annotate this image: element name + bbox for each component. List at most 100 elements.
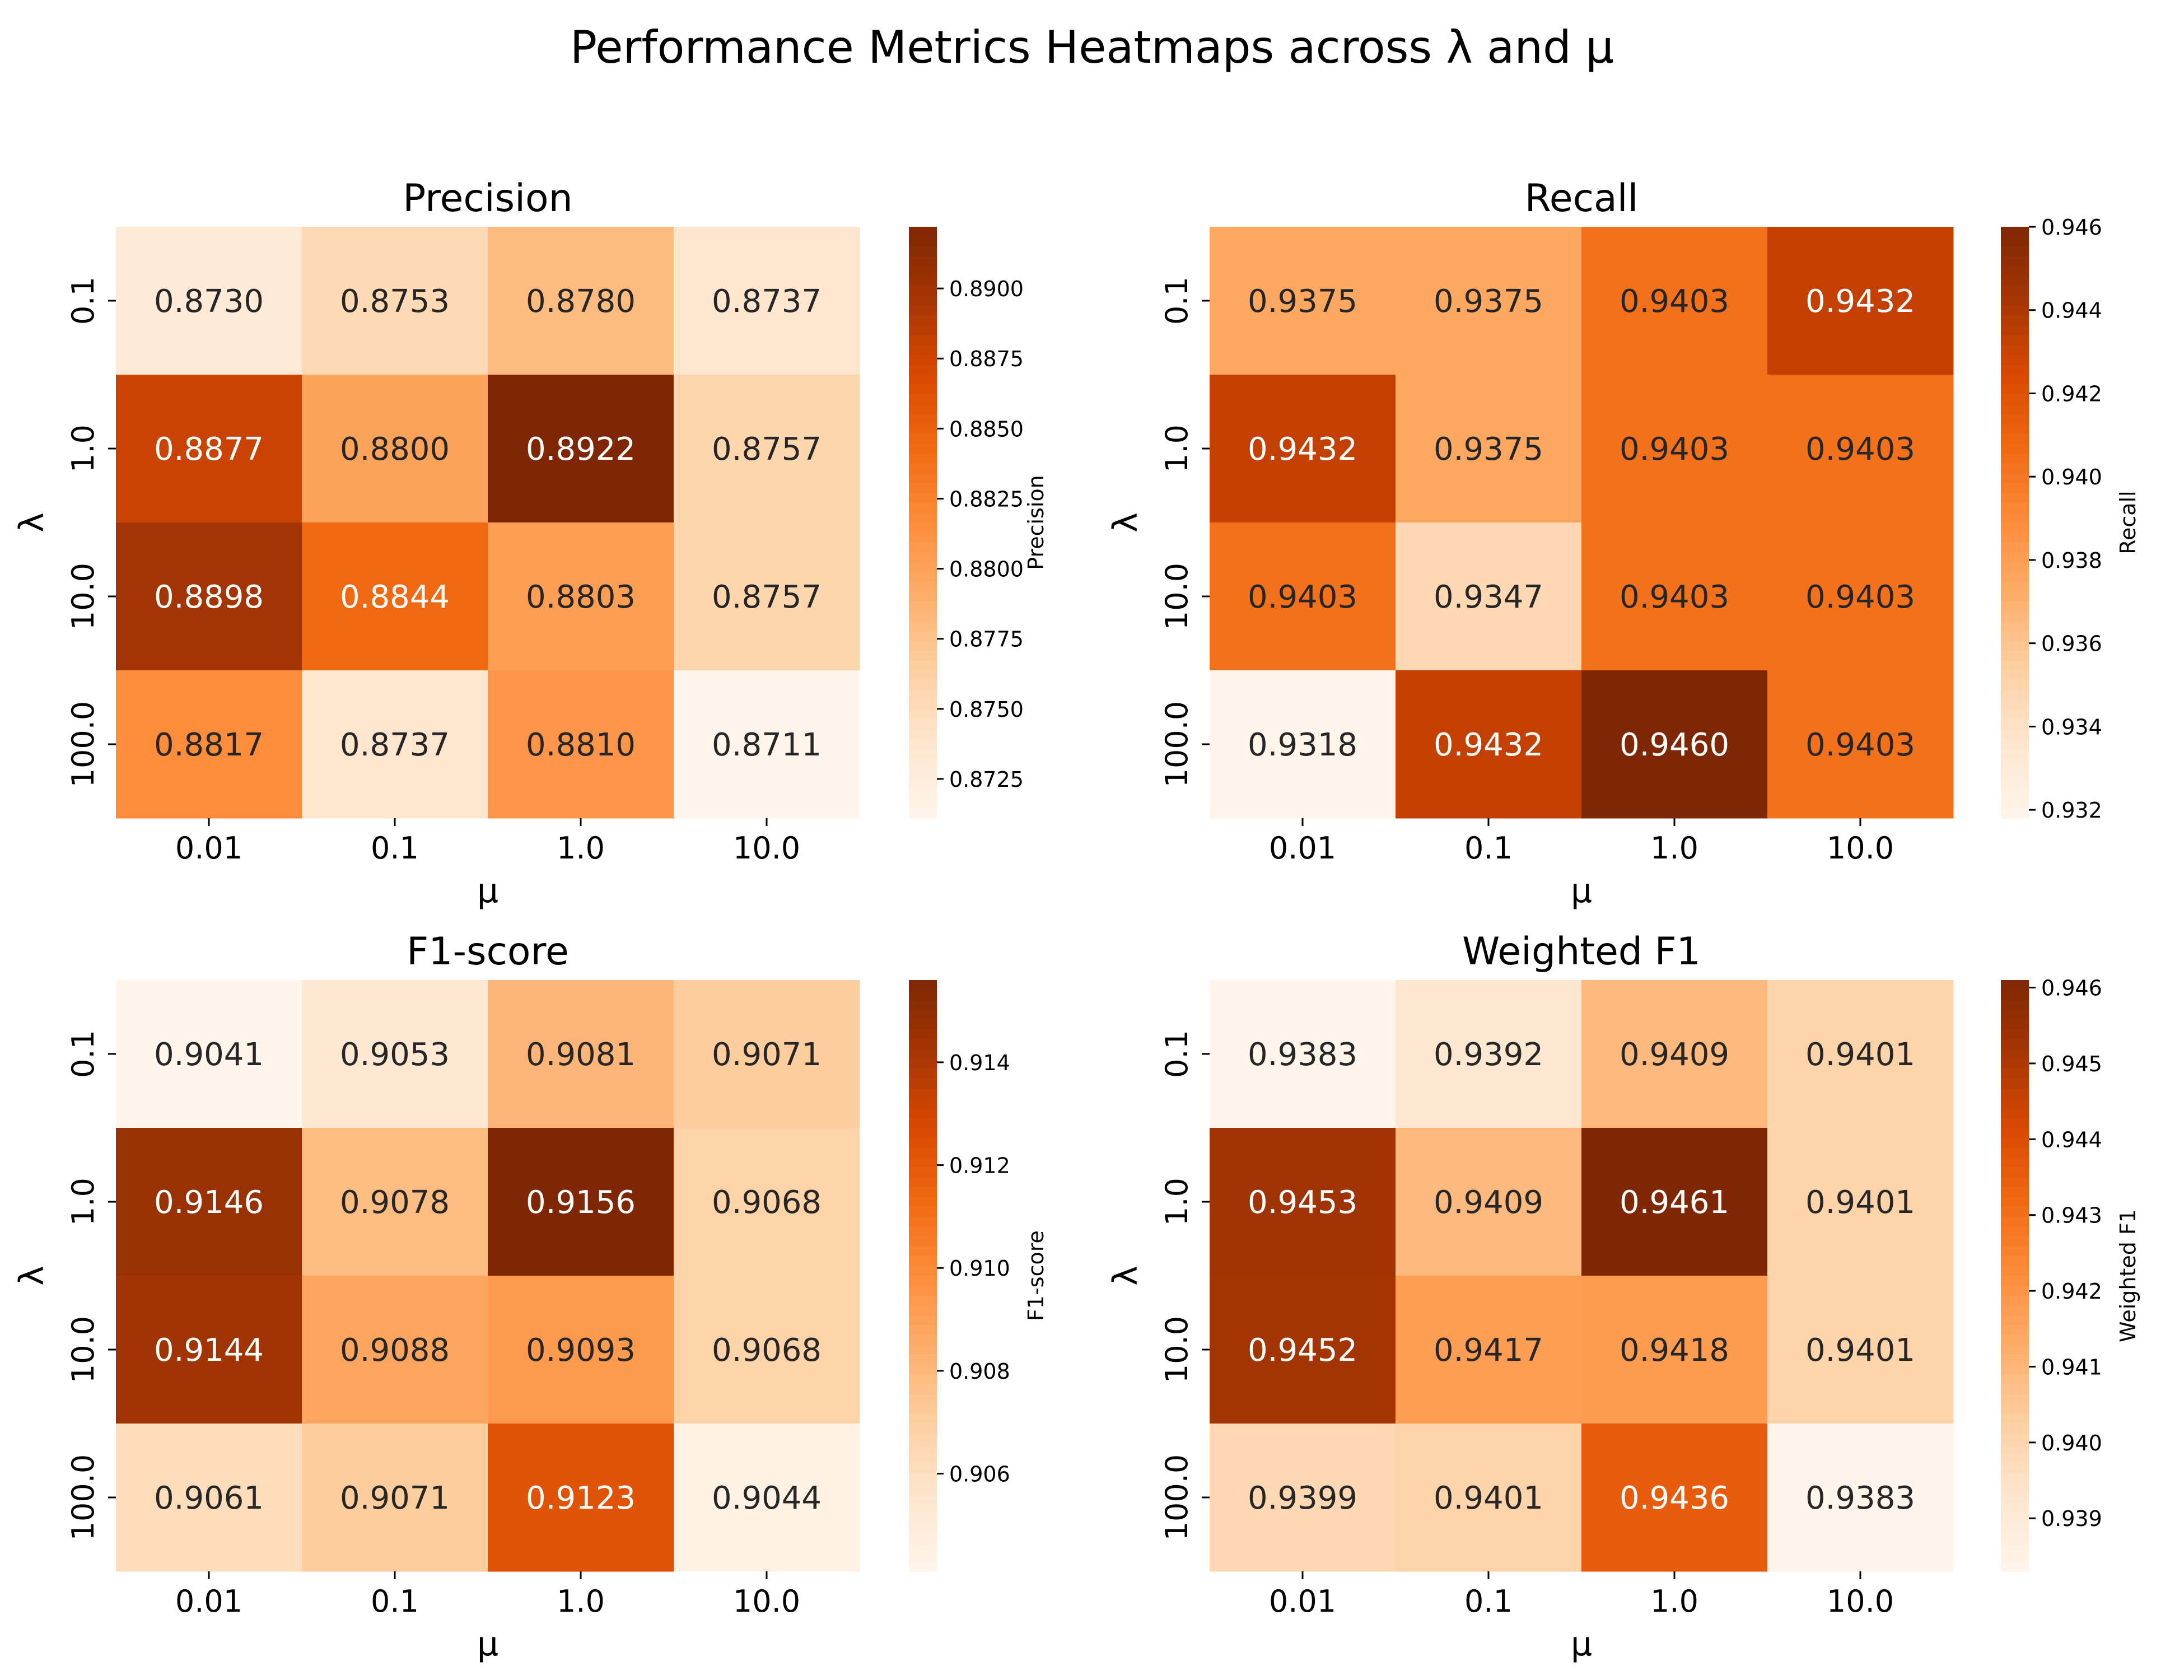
colorbar-segment bbox=[2001, 581, 2029, 592]
colorbar-tick-label: 0.932 bbox=[2041, 798, 2102, 823]
y-tick-label: 10.0 bbox=[66, 1316, 101, 1383]
cell-value-label: 0.9432 bbox=[1434, 727, 1543, 763]
colorbar-segment bbox=[2001, 611, 2029, 622]
cell-value-label: 0.8737 bbox=[712, 283, 822, 320]
colorbar-segment bbox=[909, 256, 937, 267]
cell-value-label: 0.9061 bbox=[154, 1480, 264, 1516]
colorbar-segment bbox=[909, 788, 937, 799]
heatmap-cell bbox=[1210, 522, 1396, 671]
colorbar-segment bbox=[2001, 433, 2029, 444]
colorbar-tick-label: 0.938 bbox=[2041, 548, 2102, 573]
colorbar-segment bbox=[2001, 1492, 2029, 1503]
heatmap-cell bbox=[116, 522, 302, 671]
colorbar-segment bbox=[909, 699, 937, 710]
y-tick-label: 1.0 bbox=[66, 1178, 101, 1226]
heatmap-cell bbox=[1767, 375, 1954, 523]
heatmap-cell bbox=[1396, 375, 1582, 523]
colorbar-segment bbox=[2001, 1029, 2029, 1040]
heatmap-cell bbox=[488, 375, 674, 523]
colorbar-segment bbox=[2001, 1473, 2029, 1483]
cell-value-label: 0.8803 bbox=[526, 579, 636, 615]
heatmap-panel-2: Recall 0.9375 0.9375 0.9403 0.9432 0.9432 0.93… bbox=[1106, 176, 2140, 911]
y-tick-label: 1.0 bbox=[1159, 1178, 1194, 1226]
colorbar-segment bbox=[909, 1068, 937, 1079]
colorbar-segment bbox=[2001, 522, 2029, 533]
colorbar-tick-label: 0.941 bbox=[2041, 1355, 2102, 1379]
heatmap-cell bbox=[1210, 375, 1396, 523]
cell-value-label: 0.8800 bbox=[340, 431, 450, 468]
colorbar-label: F1-score bbox=[1024, 1230, 1048, 1321]
colorbar-segment bbox=[909, 1334, 937, 1345]
cell-value-label: 0.9452 bbox=[1248, 1332, 1357, 1369]
colorbar-tick-label: 0.8825 bbox=[949, 487, 1024, 511]
cell-value-label: 0.8757 bbox=[712, 431, 822, 468]
colorbar-segment bbox=[909, 1266, 937, 1276]
colorbar-segment bbox=[2001, 1206, 2029, 1217]
colorbar-segment bbox=[2001, 375, 2029, 385]
colorbar-segment bbox=[2001, 1305, 2029, 1315]
x-tick-label: 0.1 bbox=[1464, 830, 1513, 866]
x-tick-label: 1.0 bbox=[1650, 1584, 1698, 1619]
colorbar-tick-label: 0.940 bbox=[2041, 465, 2102, 489]
colorbar-segment bbox=[2001, 453, 2029, 464]
cell-value-label: 0.9088 bbox=[340, 1332, 450, 1369]
colorbar-segment bbox=[2001, 670, 2029, 681]
colorbar-segment bbox=[2001, 1403, 2029, 1414]
x-tick-label: 1.0 bbox=[557, 1584, 605, 1619]
colorbar-segment bbox=[909, 276, 937, 287]
x-tick-label: 0.1 bbox=[371, 830, 419, 866]
colorbar-segment bbox=[909, 650, 937, 661]
colorbar-segment bbox=[2001, 1058, 2029, 1069]
colorbar-segment bbox=[2001, 1374, 2029, 1385]
colorbar-segment bbox=[909, 1512, 937, 1523]
cell-value-label: 0.9453 bbox=[1248, 1184, 1357, 1221]
colorbar-label: Recall bbox=[2116, 491, 2140, 554]
colorbar-segment bbox=[2001, 1522, 2029, 1533]
colorbar-segment bbox=[2001, 444, 2029, 454]
colorbar-segment bbox=[2001, 483, 2029, 493]
heatmap-cell bbox=[1581, 375, 1768, 523]
colorbar-label: Precision bbox=[1024, 475, 1048, 570]
heatmap-cell bbox=[1767, 522, 1954, 671]
colorbar-segment bbox=[2001, 621, 2029, 632]
colorbar-segment bbox=[909, 1473, 937, 1483]
cell-value-label: 0.8877 bbox=[154, 431, 264, 468]
colorbar-segment bbox=[2001, 1443, 2029, 1454]
colorbar-segment bbox=[2001, 1325, 2029, 1336]
colorbar-segment bbox=[909, 246, 937, 257]
cell-value-label: 0.9144 bbox=[154, 1332, 264, 1369]
x-tick-label: 0.01 bbox=[1269, 1584, 1336, 1619]
cell-value-label: 0.8780 bbox=[526, 283, 636, 320]
colorbar-segment bbox=[909, 236, 937, 247]
colorbar-segment bbox=[2001, 739, 2029, 750]
colorbar-segment bbox=[909, 354, 937, 365]
colorbar-segment bbox=[909, 502, 937, 513]
y-tick-label: 100.0 bbox=[66, 1454, 101, 1541]
heatmap-cell bbox=[302, 375, 488, 523]
heatmap-title: Weighted F1 bbox=[1462, 930, 1701, 974]
colorbar-segment bbox=[909, 611, 937, 622]
cell-value-label: 0.9146 bbox=[154, 1184, 264, 1221]
heatmap-cell bbox=[302, 1424, 488, 1572]
colorbar-segment bbox=[909, 1029, 937, 1040]
cell-value-label: 0.9392 bbox=[1434, 1037, 1543, 1073]
colorbar-segment bbox=[2001, 1542, 2029, 1552]
colorbar-segment bbox=[2001, 236, 2029, 247]
cell-value-label: 0.9318 bbox=[1248, 727, 1357, 763]
heatmap-panel-1: Precision 0.8730 0.8753 0.8780 0.8737 0.8877 0… bbox=[12, 176, 1048, 911]
x-tick-label: 10.0 bbox=[733, 830, 800, 866]
colorbar-segment bbox=[909, 729, 937, 740]
colorbar-segment bbox=[909, 335, 937, 346]
colorbar-segment bbox=[909, 601, 937, 612]
colorbar-tick-label: 0.943 bbox=[2041, 1203, 2102, 1228]
colorbar-segment bbox=[2001, 1394, 2029, 1404]
colorbar-segment bbox=[2001, 591, 2029, 602]
heatmap-cell bbox=[674, 375, 860, 523]
colorbar-segment bbox=[2001, 1137, 2029, 1148]
colorbar-segment bbox=[2001, 1187, 2029, 1197]
heatmap-cell bbox=[674, 980, 860, 1128]
cell-value-label: 0.9401 bbox=[1805, 1037, 1915, 1073]
y-axis-label: λ bbox=[1106, 512, 1145, 533]
heatmap-cell bbox=[1767, 1128, 1954, 1276]
y-tick-label: 1.0 bbox=[1159, 424, 1194, 473]
